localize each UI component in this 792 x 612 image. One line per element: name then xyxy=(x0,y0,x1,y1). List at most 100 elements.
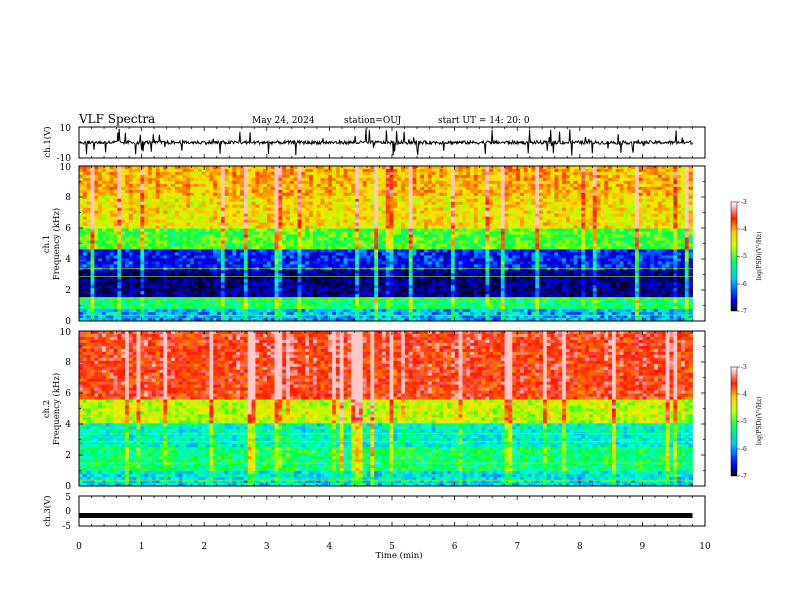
spectrogram-cell xyxy=(615,186,621,191)
spectrogram-cell xyxy=(186,168,191,173)
spectrogram-cell xyxy=(470,192,475,197)
spectrogram-cell xyxy=(542,198,548,203)
spectrogram-cell xyxy=(485,249,490,253)
spectrogram-cell xyxy=(600,243,605,247)
spectrogram-cell xyxy=(286,177,291,182)
spectrogram-cell xyxy=(573,222,578,227)
spectrogram-cell xyxy=(646,249,651,253)
spectrogram-cell xyxy=(190,216,195,221)
spectrogram-cell xyxy=(374,222,379,227)
spectrogram-cell xyxy=(412,207,417,212)
spectrogram-cell xyxy=(79,180,84,185)
spectrogram-cell xyxy=(569,219,575,224)
spectrogram-cell xyxy=(301,210,306,215)
spectrogram-cell xyxy=(197,234,203,238)
spectrogram-cell xyxy=(562,225,567,229)
spectrogram-cell xyxy=(619,180,624,185)
spectrogram-cell xyxy=(113,228,118,232)
spectrogram-cell xyxy=(289,249,295,253)
spectrogram-cell xyxy=(98,204,103,209)
spectrogram-cell xyxy=(596,228,601,232)
spectrogram-cell xyxy=(638,186,644,191)
spectrogram-cell xyxy=(596,237,601,241)
spectrogram-cell xyxy=(573,216,578,221)
spectrogram-cell xyxy=(539,255,544,259)
spectrogram-cell xyxy=(278,171,283,176)
spectrogram-cell xyxy=(236,234,241,238)
spectrogram-cell xyxy=(424,207,429,212)
spectrogram-cell xyxy=(627,249,632,253)
spectrogram-cell xyxy=(293,219,298,224)
spectrogram-cell xyxy=(596,192,601,197)
spectrogram-cell xyxy=(328,213,333,218)
spectrogram-cell xyxy=(462,204,467,209)
spectrogram-cell xyxy=(661,171,667,176)
spectrogram-cell xyxy=(385,210,390,215)
spectrogram-cell xyxy=(519,192,525,197)
spectrogram-cell xyxy=(324,186,329,191)
spectrogram-cell xyxy=(577,219,582,224)
spectrogram-cell xyxy=(282,231,287,235)
spectrogram-cell xyxy=(650,222,655,227)
spectrogram-cell xyxy=(366,222,371,227)
spectrogram-cell xyxy=(627,166,632,170)
spectrogram-cell xyxy=(684,198,690,203)
spectrogram-cell xyxy=(278,168,283,173)
spectrogram-cell xyxy=(604,166,609,170)
spectrogram-cell xyxy=(102,180,107,185)
spectrogram-cell xyxy=(140,168,145,173)
spectrogram-cell xyxy=(519,243,525,247)
spectrogram-cell xyxy=(562,243,567,247)
spectrogram-cell xyxy=(109,231,114,235)
spectrogram-cell xyxy=(427,234,433,238)
spectrogram-cell xyxy=(585,240,590,244)
spectrogram-cell xyxy=(194,216,199,221)
spectrogram-cell xyxy=(205,243,210,247)
spectrogram-cell xyxy=(324,213,329,218)
spectrogram-cell xyxy=(577,177,582,182)
spectrogram-cell xyxy=(263,186,268,191)
spectrogram-cell xyxy=(431,216,436,221)
spectrogram-cell xyxy=(190,231,195,235)
spectrogram-cell xyxy=(266,198,272,203)
spectrogram-cell xyxy=(447,249,452,253)
spectrogram-cell xyxy=(117,219,122,224)
spectrogram-cell xyxy=(309,225,314,229)
spectrogram-cell xyxy=(420,225,425,229)
spectrogram-cell xyxy=(562,189,567,194)
spectrogram-cell xyxy=(109,198,114,203)
spectrogram-cell xyxy=(489,207,494,212)
spectrogram-cell xyxy=(328,237,333,241)
spectrogram-cell xyxy=(627,246,632,250)
spectrogram-cell xyxy=(178,186,183,191)
spectrogram-cell xyxy=(186,186,191,191)
spectrogram-cell xyxy=(454,231,459,235)
spectrogram-cell xyxy=(462,166,467,170)
spectrogram-cell xyxy=(577,210,582,215)
spectrogram-cell xyxy=(657,195,663,200)
spectrogram-cell xyxy=(608,183,613,188)
spectrogram-cell xyxy=(266,255,272,259)
spectrogram-cell xyxy=(182,189,187,194)
spectrogram-cell xyxy=(289,222,295,227)
spectrogram-cell xyxy=(542,234,548,238)
spectrogram-cell xyxy=(585,231,590,235)
spectrogram-cell xyxy=(669,210,674,215)
spectrogram-cell xyxy=(401,195,406,200)
spectrogram-cell xyxy=(684,228,690,232)
spectrogram-cell xyxy=(577,195,582,200)
spectrogram-cell xyxy=(278,240,283,244)
spectrogram-cell xyxy=(155,213,160,218)
spectrogram-cell xyxy=(259,231,264,235)
spectrogram-cell xyxy=(194,183,199,188)
spectrogram-cell xyxy=(174,166,180,170)
spectrogram-cell xyxy=(539,243,544,247)
spectrogram-cell xyxy=(558,186,563,191)
spectrogram-cell xyxy=(224,180,229,185)
spectrogram-cell xyxy=(309,171,314,176)
spectrogram-cell xyxy=(301,198,306,203)
spectrogram-cell xyxy=(140,204,145,209)
spectrogram-cell xyxy=(213,183,218,188)
spectrogram-cell xyxy=(496,195,502,200)
spectrogram-cell xyxy=(661,166,667,170)
